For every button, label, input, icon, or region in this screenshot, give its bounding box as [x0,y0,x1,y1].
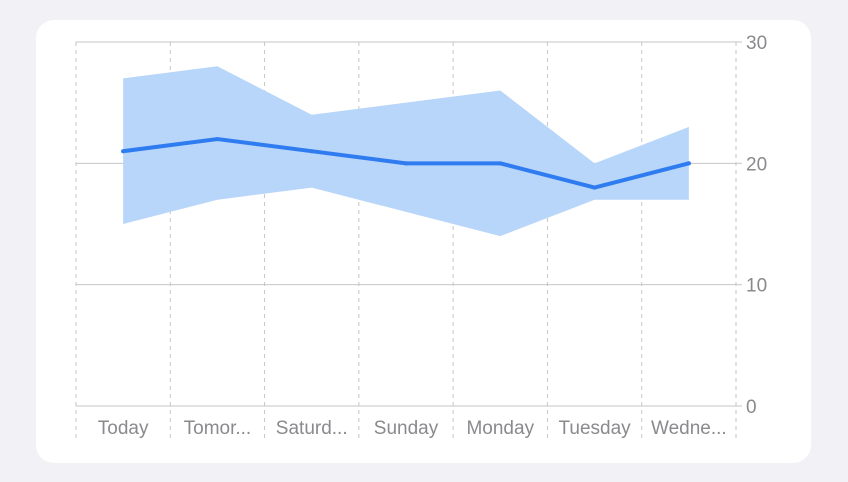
range-band-layer [123,66,689,237]
y-tick-label: 0 [746,397,757,418]
y-tick-label: 30 [746,33,767,54]
temperature-range-band [123,66,689,237]
x-tick-label: Sunday [374,418,439,439]
temperature-point [121,149,126,154]
temperature-point [498,161,503,166]
temperature-point [404,161,408,166]
x-axis-labels: Today Tomor... Saturd... Sunday Monday Tuesda… [98,418,727,439]
y-axis-labels: 0 10 20 30 [746,33,767,418]
x-tick-label: Today [98,418,149,439]
x-tick-label: Monday [466,418,534,439]
x-tick-label: Tuesday [558,418,631,439]
x-tick-label: Tomor... [184,418,252,439]
temperature-point [309,149,314,154]
y-tick-label: 20 [746,154,767,175]
temperature-point [215,137,220,142]
line-series-layer [121,137,691,190]
temperature-point [686,161,691,166]
x-tick-label: Wedne... [651,418,727,439]
x-tick-label: Saturd... [276,418,348,439]
y-tick-label: 10 [746,276,767,297]
temperature-point [592,185,597,190]
